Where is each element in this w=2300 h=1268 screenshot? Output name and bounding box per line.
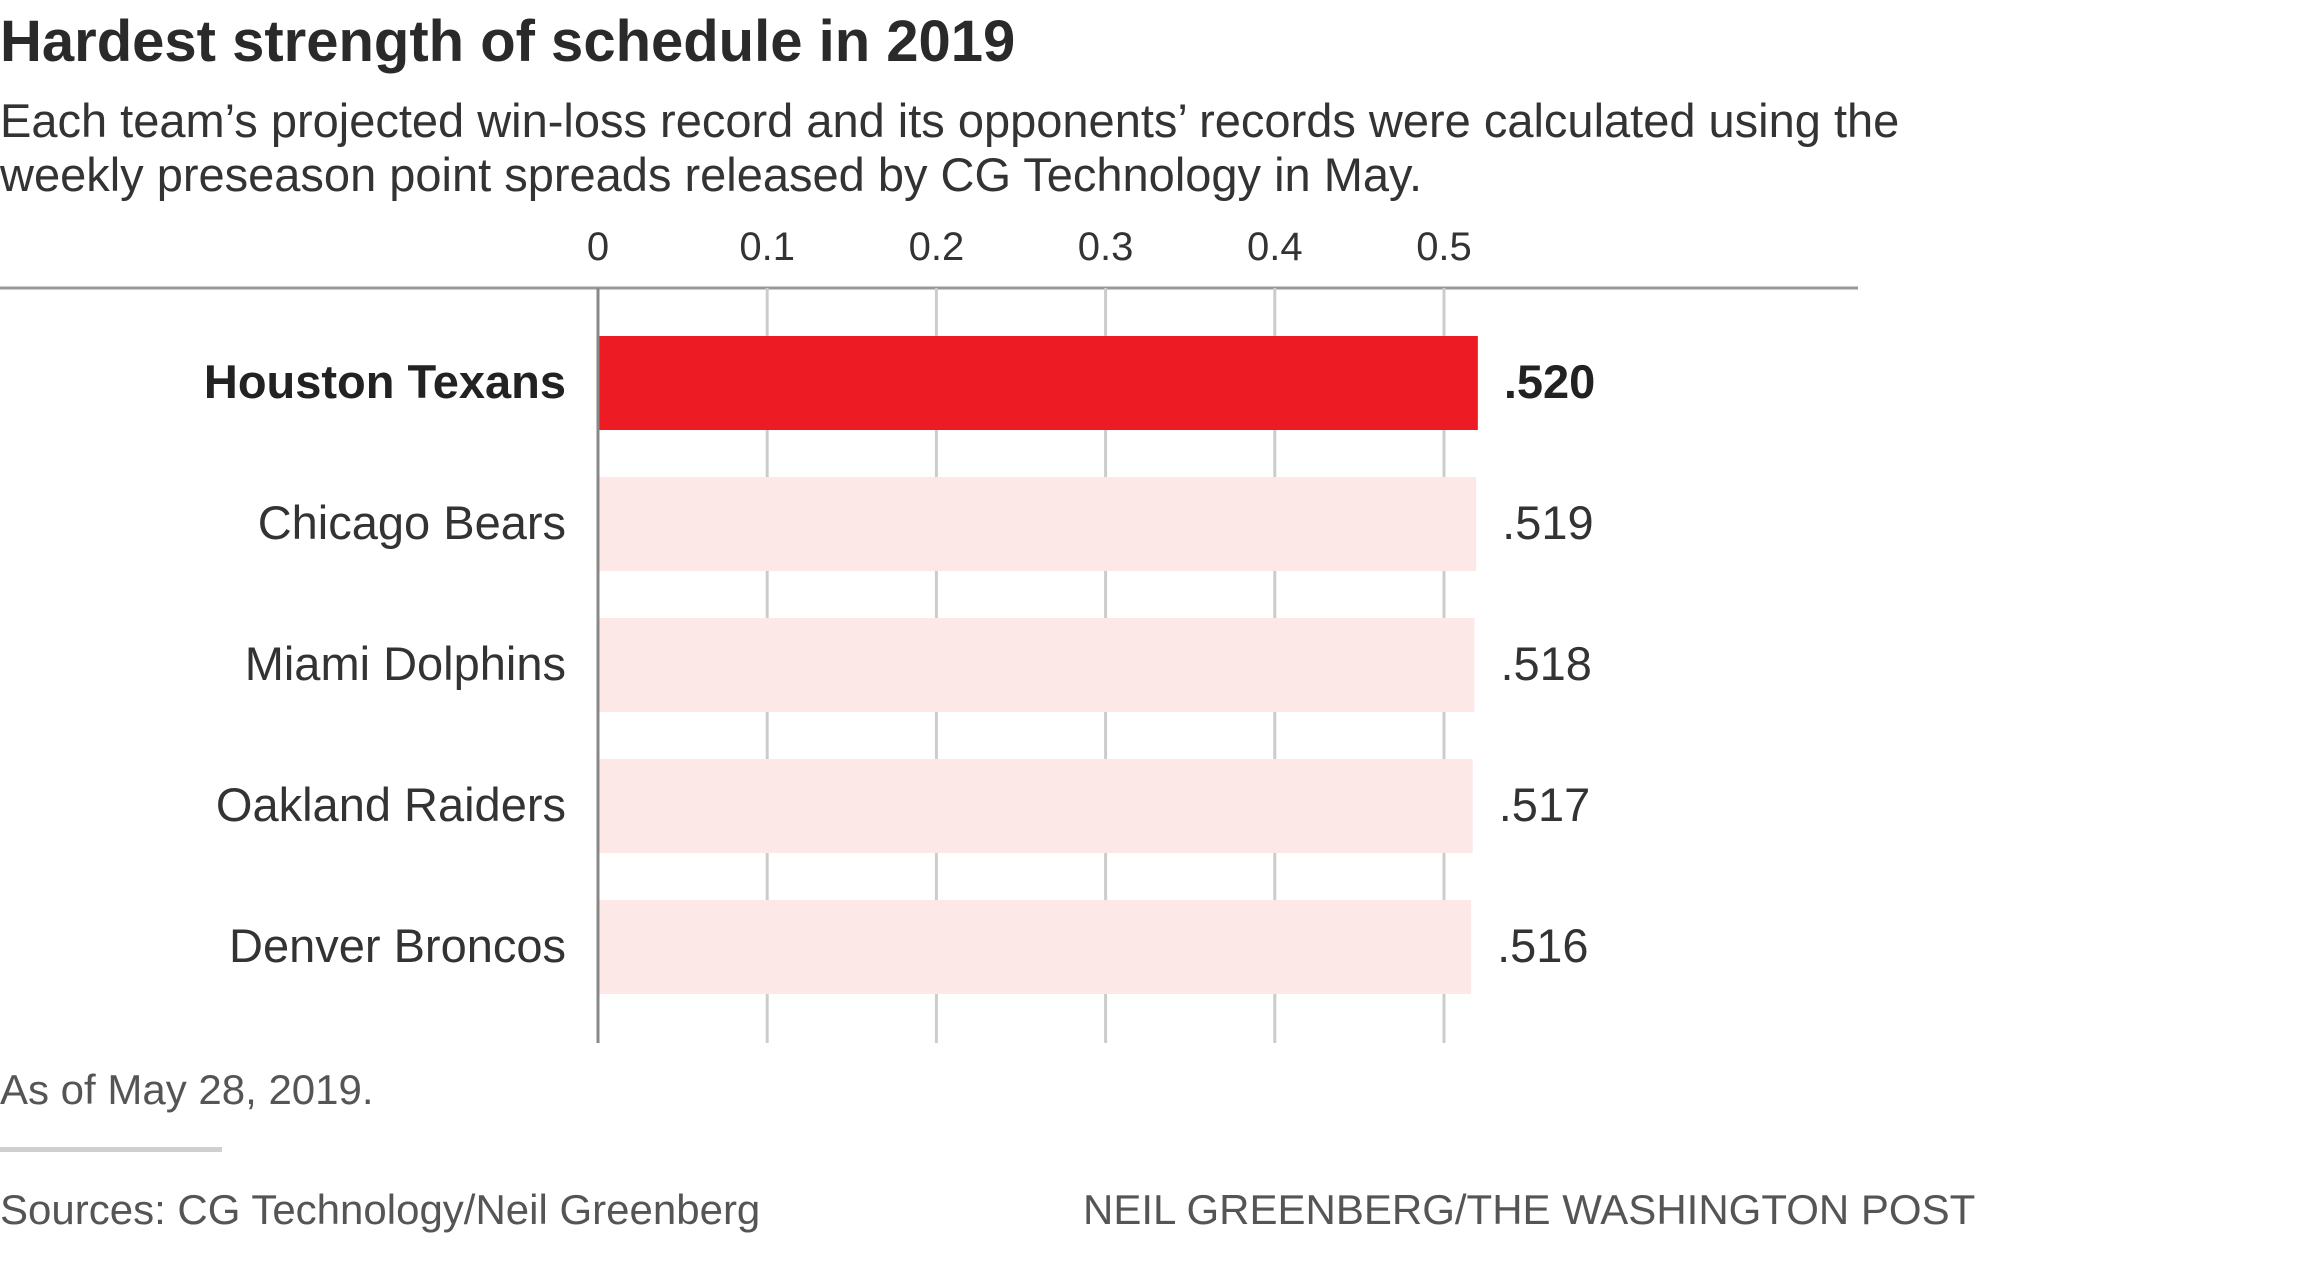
category-label: Houston Texans [204,355,566,408]
sources-text: Sources: CG Technology/Neil Greenberg [0,1186,761,1233]
category-label: Miami Dolphins [245,637,566,690]
chart-title: Hardest strength of schedule in 2019 [0,9,1016,74]
bar [599,618,1475,712]
x-tick-label: 0.3 [1078,225,1134,269]
data-label: .519 [1502,496,1593,549]
data-label: .520 [1504,355,1595,408]
data-label: .518 [1500,637,1591,690]
bar [599,336,1478,430]
x-tick-label: 0.1 [739,225,795,269]
category-label: Denver Broncos [229,919,566,972]
x-tick-label: 0.4 [1247,225,1303,269]
bar [599,900,1472,994]
data-label: .516 [1497,919,1588,972]
date-note: As of May 28, 2019. [0,1066,374,1113]
credit-text: NEIL GREENBERG/THE WASHINGTON POST [1083,1186,1976,1233]
bar [599,759,1473,853]
x-tick-label: 0 [587,225,609,269]
footer-divider [0,1147,222,1152]
x-tick-label: 0.2 [909,225,965,269]
bar [599,477,1477,571]
category-label: Chicago Bears [258,496,566,549]
category-label: Oakland Raiders [216,778,566,831]
data-label: .517 [1499,778,1590,831]
x-tick-label: 0.5 [1416,225,1472,269]
chart-subtitle: Each team’s projected win-loss record an… [0,94,1900,201]
